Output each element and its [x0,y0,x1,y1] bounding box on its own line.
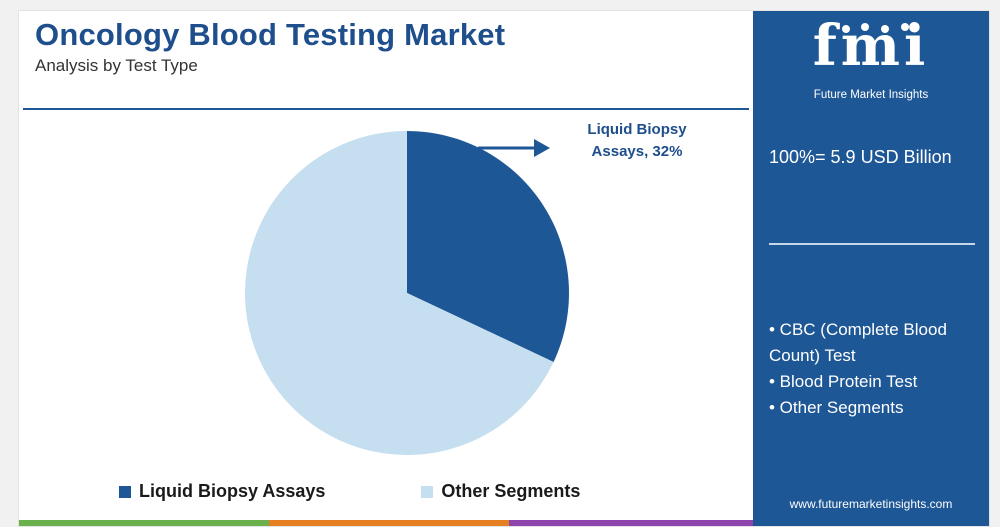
segment-item: • Other Segments [769,398,904,417]
pie-slice-other-segments [245,131,554,455]
website-url: www.futuremarketinsights.com [789,497,953,511]
market-total: 100%= 5.9 USD Billion [769,147,952,167]
chart-legend: Liquid Biopsy Assays Other Segments [119,481,580,502]
callout-arrow-icon [478,139,550,157]
bottom-bar-segment [269,520,509,526]
bottom-bar-segment [509,520,753,526]
sidebar-divider [769,243,975,245]
logo-figures-icon [842,23,909,33]
infographic-card: Oncology Blood Testing Market Analysis b… [18,10,990,527]
bottom-bar-segment [753,520,989,526]
segment-list: • CBC (Complete Blood Count) Test • Bloo… [769,317,983,421]
info-sidebar: fmi Future Market Insights 100%= 5.9 USD… [753,11,989,526]
segment-item: • Blood Protein Test [769,372,918,391]
segment-item: • CBC (Complete Blood Count) Test [769,320,947,365]
bottom-bar-segment [19,520,269,526]
annotation-line-2: Assays, 32% [591,143,683,160]
fmi-logo: fmi Future Market Insights [781,13,961,101]
slice-annotation: Liquid Biopsy Assays, 32% [557,119,717,163]
legend-swatch-liquid-biopsy [119,485,131,498]
chart-title: Oncology Blood Testing Market [35,17,506,52]
legend-item-liquid-biopsy: Liquid Biopsy Assays [119,481,325,502]
pie-slice-liquid-biopsy-assays [407,131,569,362]
title-divider [23,108,749,110]
legend-item-other-segments: Other Segments [421,481,580,502]
annotation-line-1: Liquid Biopsy [587,121,687,138]
legend-label-liquid-biopsy: Liquid Biopsy Assays [139,481,326,501]
logo-text: Future Market Insights [813,89,929,101]
pie-chart [245,131,569,455]
legend-label-other-segments: Other Segments [441,481,581,501]
legend-swatch-other-segments [421,485,434,498]
chart-subtitle: Analysis by Test Type [35,56,198,75]
bottom-color-bar [19,520,989,526]
